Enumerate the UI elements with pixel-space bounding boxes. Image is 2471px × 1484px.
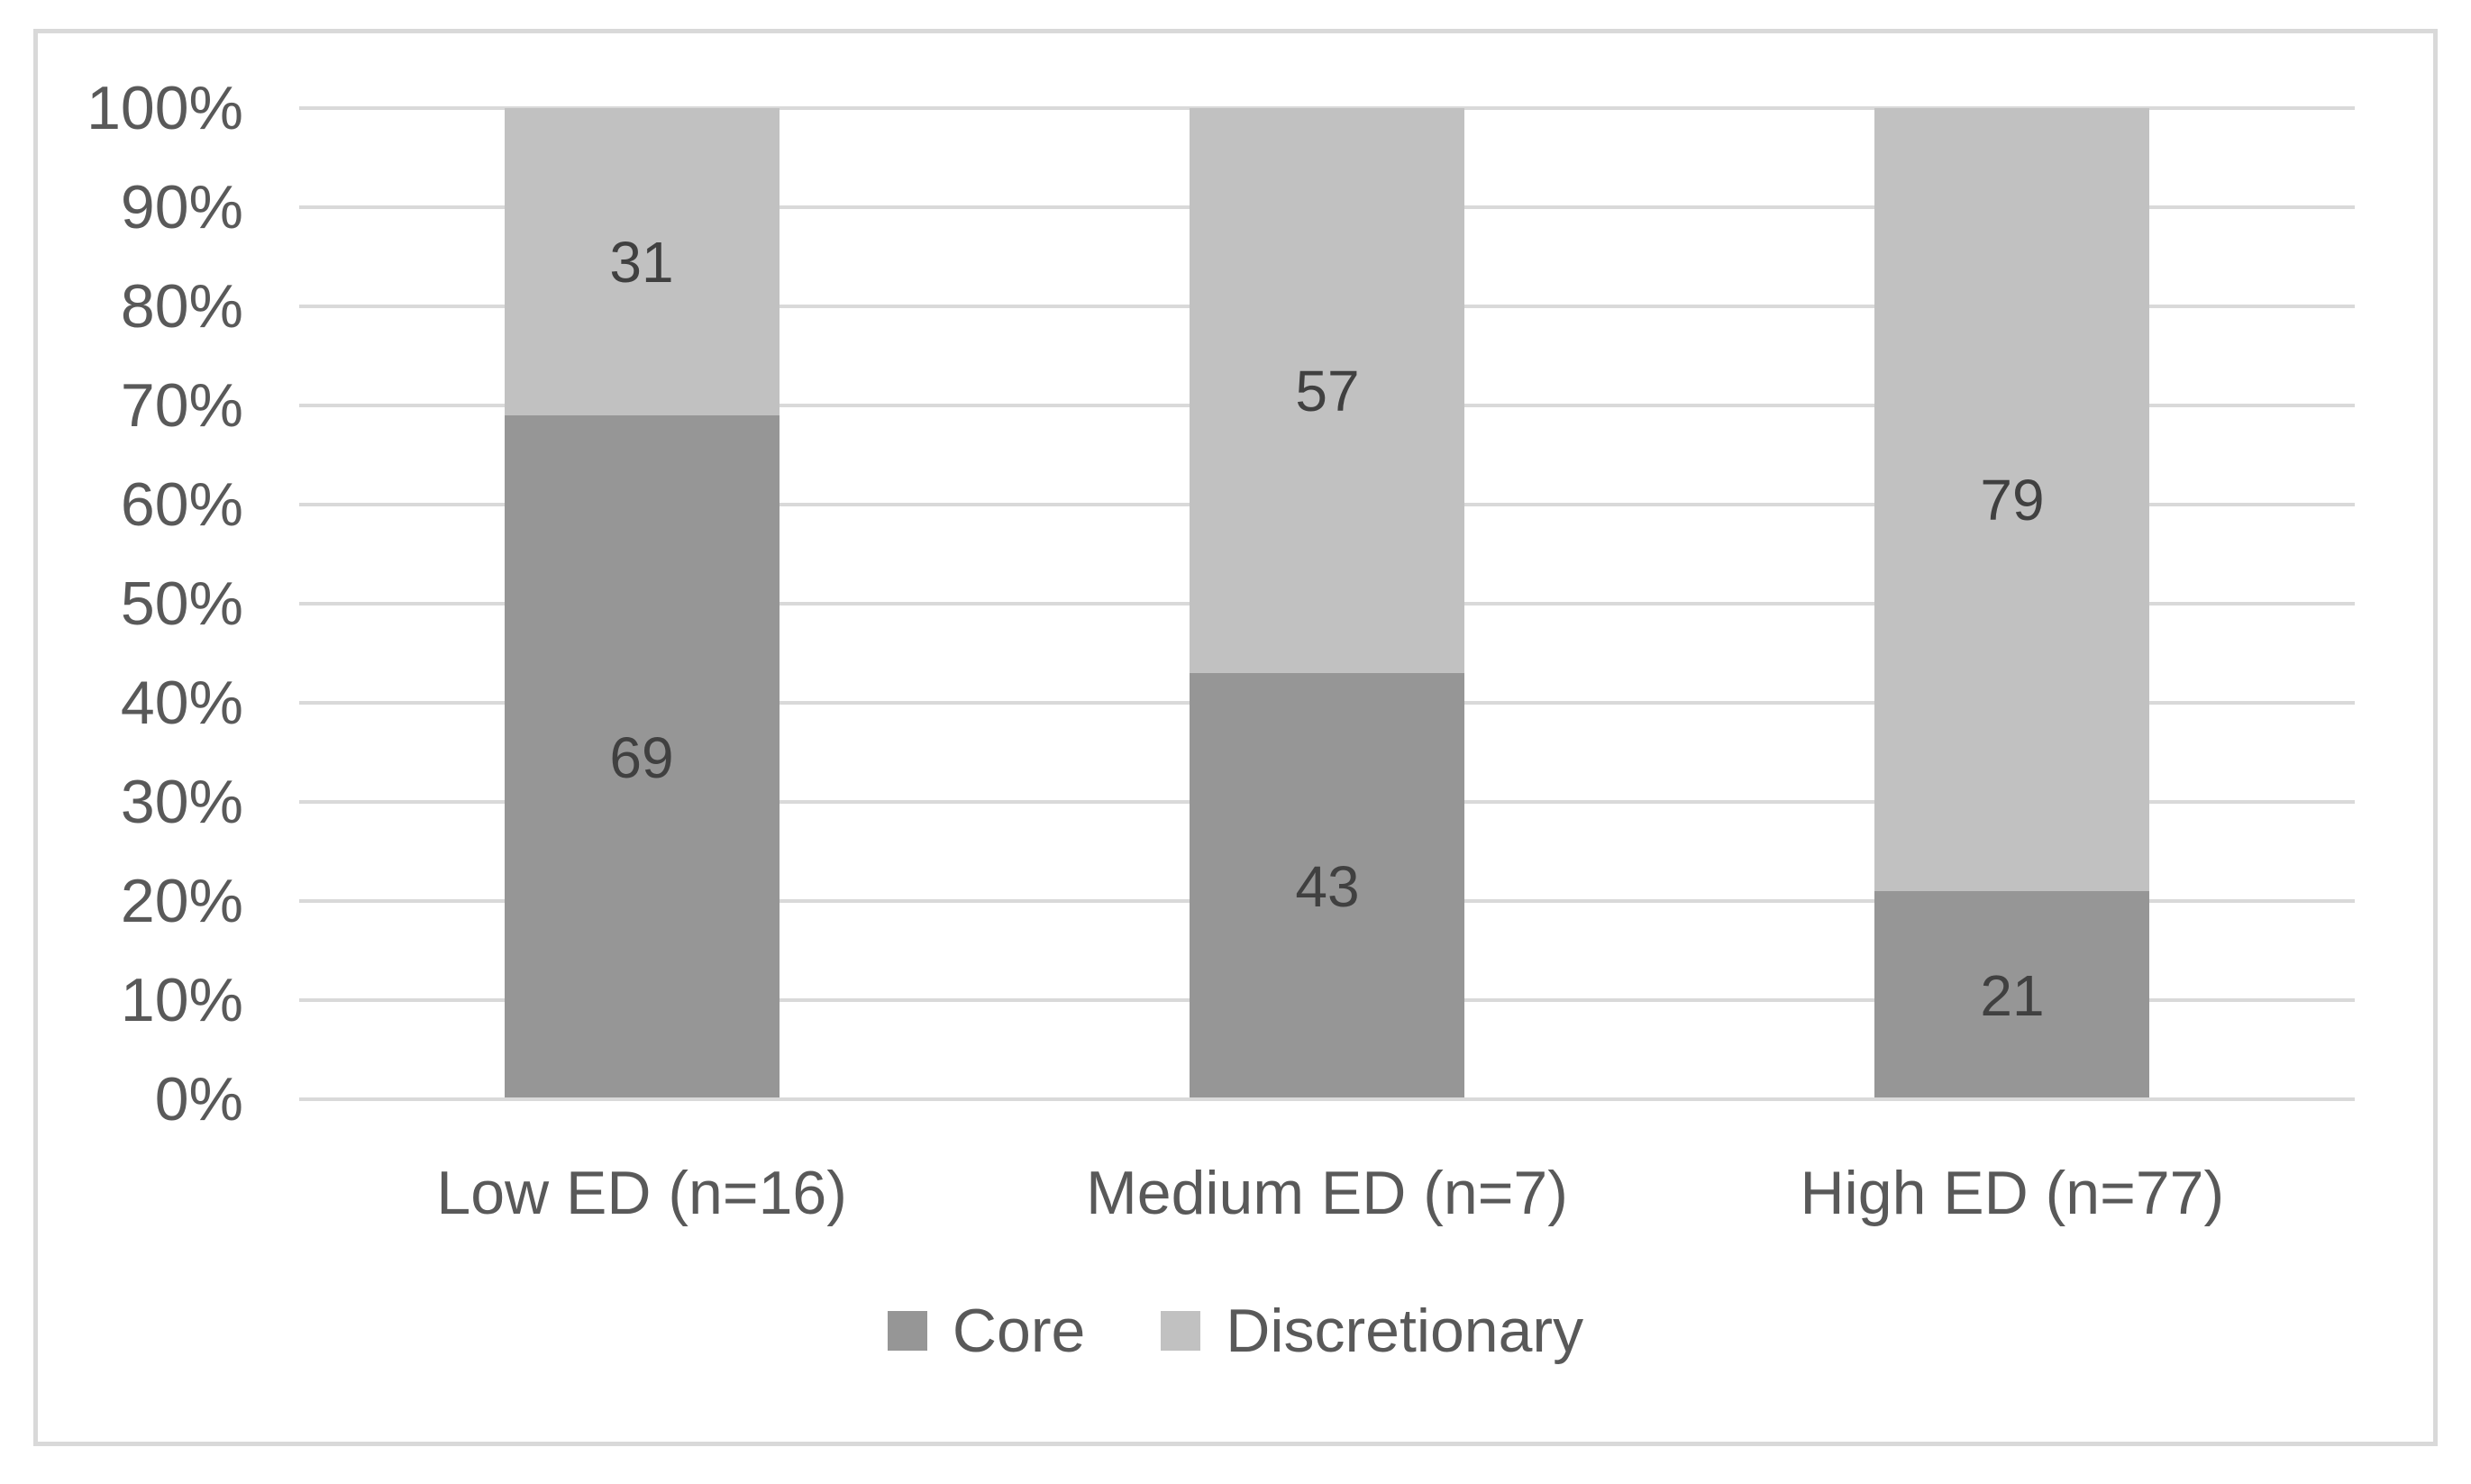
data-label-discretionary-1: 57 — [1295, 359, 1360, 423]
data-label-core-1: 43 — [1295, 854, 1360, 919]
y-tick-label: 60% — [120, 470, 243, 539]
legend-label-core: Core — [952, 1297, 1086, 1365]
bar-segment-discretionary-0 — [505, 108, 780, 415]
y-tick-label: 40% — [120, 669, 243, 737]
bar-segment-core-2 — [1874, 891, 2149, 1099]
data-label-core-0: 69 — [609, 725, 674, 790]
bar-segment-core-0 — [505, 415, 780, 1099]
y-tick-label: 10% — [120, 966, 243, 1034]
y-tick-label: 70% — [120, 371, 243, 440]
legend-item-core: Core — [887, 1296, 1086, 1366]
legend: Core Discretionary — [0, 1296, 2471, 1366]
x-axis-line — [299, 1097, 2355, 1101]
legend-item-discretionary: Discretionary — [1161, 1296, 1583, 1366]
y-tick-label: 100% — [87, 74, 243, 142]
legend-swatch-core — [887, 1311, 927, 1351]
bar-segment-discretionary-2 — [1874, 108, 2149, 891]
y-tick-label: 0% — [154, 1065, 243, 1133]
plot-area: 69 31 43 57 21 79 — [299, 106, 2355, 1101]
category-label-0: Low ED (n=16) — [436, 1159, 847, 1227]
y-tick-label: 20% — [120, 867, 243, 935]
chart-border — [33, 29, 2438, 1446]
data-label-discretionary-0: 31 — [609, 230, 674, 295]
y-tick-label: 30% — [120, 768, 243, 836]
bar-segment-core-1 — [1190, 673, 1464, 1099]
y-tick-label: 90% — [120, 173, 243, 241]
bar-segment-discretionary-1 — [1190, 108, 1464, 673]
category-label-2: High ED (n=77) — [1800, 1159, 2225, 1227]
data-label-core-2: 21 — [1980, 963, 2045, 1028]
y-tick-label: 80% — [120, 272, 243, 341]
y-tick-label: 50% — [120, 569, 243, 638]
category-label-1: Medium ED (n=7) — [1086, 1159, 1568, 1227]
legend-label-discretionary: Discretionary — [1226, 1297, 1584, 1365]
data-label-discretionary-2: 79 — [1980, 468, 2045, 533]
legend-swatch-discretionary — [1161, 1311, 1201, 1351]
